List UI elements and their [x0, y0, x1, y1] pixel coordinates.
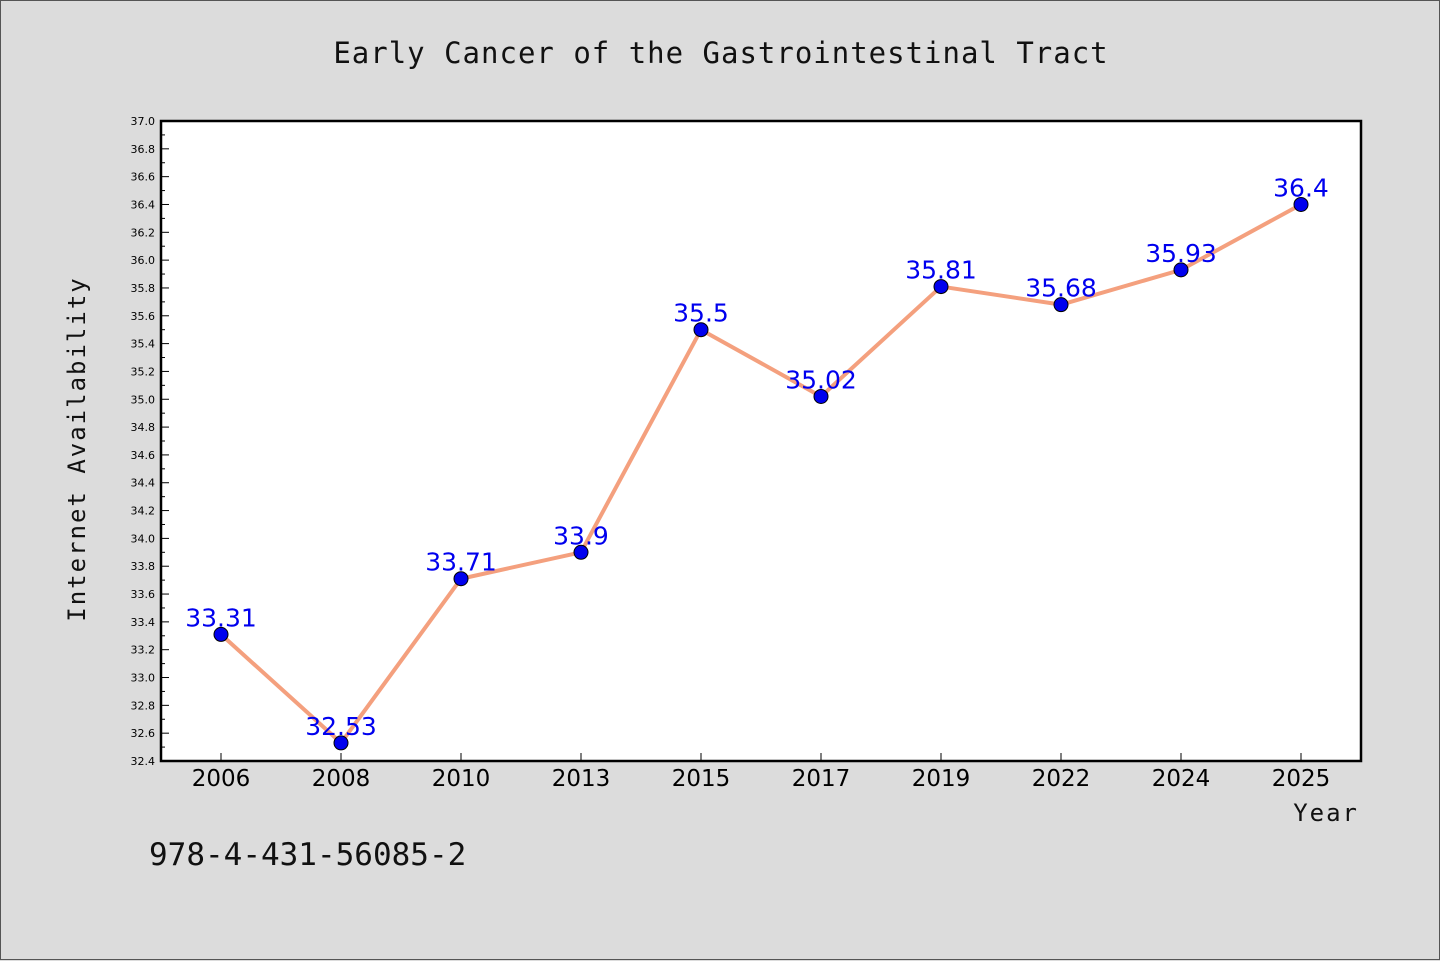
- data-label: 36.4: [1273, 173, 1329, 202]
- y-tick-label: 34.2: [131, 505, 156, 518]
- y-tick-label: 33.6: [131, 588, 156, 601]
- y-tick-label: 35.8: [131, 282, 156, 295]
- y-tick-label: 36.2: [131, 226, 156, 239]
- x-tick-label: 2022: [1032, 766, 1091, 792]
- y-tick-label: 33.2: [131, 644, 156, 657]
- y-tick-label: 33.8: [131, 560, 156, 573]
- y-tick-label: 34.4: [131, 477, 156, 490]
- x-tick-label: 2015: [672, 766, 731, 792]
- data-label: 33.31: [185, 603, 257, 632]
- y-tick-label: 33.4: [131, 616, 156, 629]
- plot-area: [159, 119, 1363, 763]
- data-label: 35.5: [673, 299, 729, 328]
- y-tick-label: 36.4: [131, 198, 156, 211]
- y-tick-label: 35.2: [131, 365, 156, 378]
- data-point: [1053, 297, 1069, 313]
- y-tick-label: 35.6: [131, 310, 156, 323]
- y-tick-label: 34.0: [131, 532, 156, 545]
- data-label: 35.93: [1145, 239, 1217, 268]
- y-tick-label: 32.8: [131, 699, 156, 712]
- footnote-isbn: 978-4-431-56085-2: [149, 837, 466, 873]
- data-point: [333, 735, 349, 751]
- x-tick-label: 2024: [1152, 766, 1211, 792]
- data-point: [453, 571, 469, 587]
- data-point: [573, 544, 589, 560]
- y-tick-label: 34.8: [131, 421, 156, 434]
- y-tick-label: 36.6: [131, 171, 156, 184]
- data-point: [1173, 262, 1189, 278]
- data-point: [213, 626, 229, 642]
- data-point: [1293, 196, 1309, 212]
- chart-title: Early Cancer of the Gastrointestinal Tra…: [333, 36, 1108, 70]
- data-point: [693, 322, 709, 338]
- y-tick-label: 34.6: [131, 449, 156, 462]
- y-tick-label: 37.0: [131, 115, 156, 128]
- x-tick-label: 2010: [432, 766, 491, 792]
- y-axis: 32.4 32.6 32.8 33.0 33.2 33.4 33.6 33.8 34.0 34.2…: [131, 115, 169, 768]
- data-point: [933, 279, 949, 295]
- series-line: [219, 202, 1302, 745]
- data-label: 35.68: [1025, 274, 1097, 303]
- data-label: 33.9: [553, 521, 609, 550]
- x-axis-title: Year: [1293, 799, 1359, 827]
- y-tick-label: 36.0: [131, 254, 156, 267]
- y-tick-label: 33.0: [131, 672, 156, 685]
- data-labels-group: 33.31 32.53 33.71 33.9 35.5 35.02 35.81 35.68 35…: [185, 173, 1329, 740]
- y-tick-label: 36.8: [131, 143, 156, 156]
- y-tick-label: 32.4: [131, 755, 156, 768]
- x-tick-label: 2019: [912, 766, 971, 792]
- x-tick-label: 2013: [552, 766, 611, 792]
- y-axis-title: Internet Availability: [63, 276, 91, 621]
- x-tick-label: 2008: [312, 766, 371, 792]
- series-line-group: [219, 202, 1302, 745]
- x-axis: 2006 2008 2010 2013 2015 2017 2019 2022 2024 2025: [192, 753, 1331, 792]
- markers-group: [213, 196, 1309, 751]
- y-tick-label: 32.6: [131, 727, 156, 740]
- data-label: 33.71: [425, 548, 497, 577]
- y-tick-label: 35.4: [131, 338, 156, 351]
- data-label: 32.53: [305, 712, 377, 741]
- x-tick-label: 2006: [192, 766, 251, 792]
- x-tick-label: 2017: [792, 766, 851, 792]
- data-label: 35.02: [785, 365, 857, 394]
- data-label: 35.81: [905, 256, 977, 285]
- x-tick-label: 2025: [1272, 766, 1331, 792]
- data-point: [813, 388, 829, 404]
- y-tick-label: 35.0: [131, 393, 156, 406]
